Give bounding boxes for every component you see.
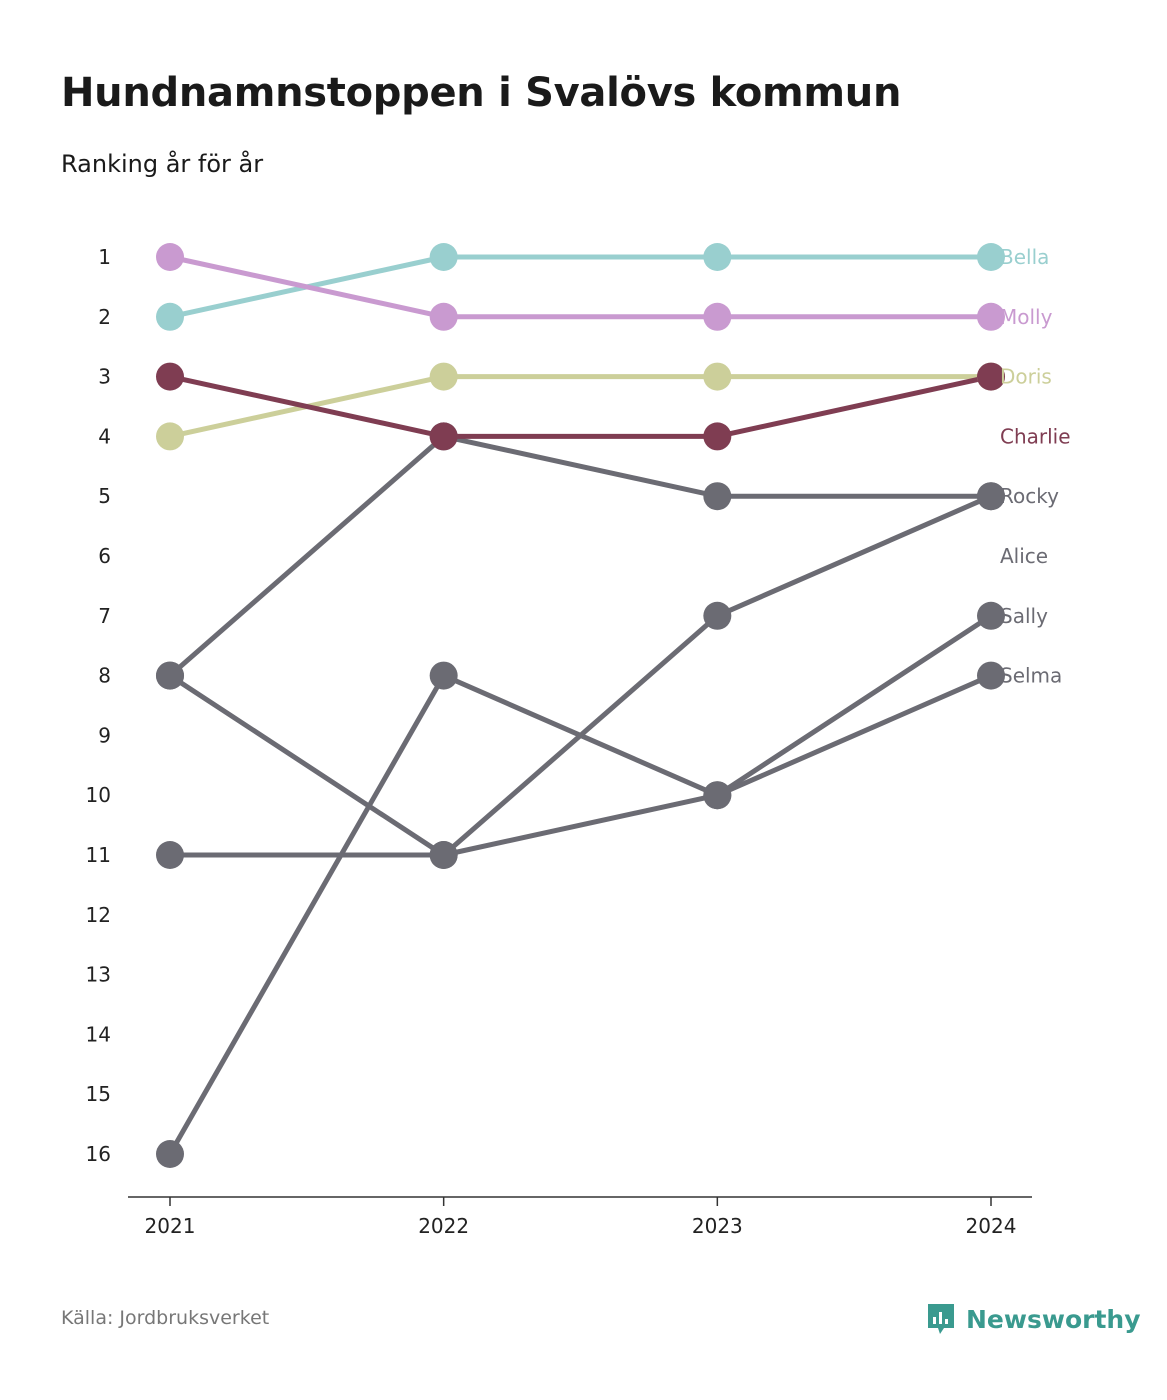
series-label-sally: Sally [1000,604,1048,628]
data-point-alice [977,601,1005,630]
y-tick-label: 6 [98,544,111,568]
y-tick-label: 2 [98,305,111,329]
chart-title: Hundnamnstoppen i Svalövs kommun [61,70,902,116]
y-tick-label: 1 [98,245,111,269]
y-tick-label: 3 [98,365,111,389]
series-label-molly: Molly [1000,305,1053,329]
series-label-rocky: Rocky [1000,484,1059,508]
data-point-molly [977,302,1005,331]
y-tick-label: 13 [86,963,111,987]
data-point-charlie [156,362,184,391]
series-labels: Bella Molly Doris Charlie Rocky Alice Sally Sel… [1000,245,1071,688]
series-line-selma [167,673,994,858]
y-tick-label: 14 [86,1022,111,1046]
data-point-doris [156,422,184,451]
data-point-molly [429,302,458,331]
series-label-selma: Selma [1000,664,1062,688]
data-point-charlie [703,422,732,451]
x-tick-label: 2024 [966,1214,1017,1238]
data-point-charlie [977,362,1005,391]
series-line-bella [167,254,994,320]
chart-subtitle: Ranking år för år [61,150,264,178]
series-line-rocky [167,433,994,679]
series-line-alice [167,613,994,1157]
series-lines [167,254,994,1157]
y-tick-label: 15 [86,1082,111,1106]
series-label-alice: Alice [1000,544,1048,568]
series-line-charlie [167,374,994,439]
x-tick-label: 2021 [145,1214,196,1238]
series-line-molly [167,254,994,320]
x-tick-label: 2023 [692,1214,743,1238]
data-point-molly [703,302,732,331]
y-tick-label: 16 [86,1142,111,1166]
data-point-bella [156,302,184,331]
data-point-bella [703,243,732,271]
data-point-doris [429,362,458,391]
data-point-charlie [429,422,458,451]
series-label-charlie: Charlie [1000,424,1071,448]
data-point-sally [156,661,184,690]
series-line-doris [167,374,994,439]
series-line-sally [167,493,994,858]
series-label-doris: Doris [1000,365,1052,389]
data-point-selma [977,661,1005,690]
brand-logo[interactable]: Newsworthy [926,1302,1141,1336]
y-tick-label: 11 [86,843,111,867]
data-point-sally [977,482,1005,511]
y-tick-label: 12 [86,903,111,927]
y-tick-label: 5 [98,484,111,508]
source-note: Källa: Jordbruksverket [61,1307,270,1329]
newsworthy-logo-icon [928,1304,954,1334]
series-label-bella: Bella [1000,245,1049,269]
data-point-bella [977,243,1005,271]
data-point-alice [156,1140,184,1168]
data-point-bella [429,243,458,271]
series-points [156,243,1005,1168]
data-point-selma [703,781,732,810]
data-point-molly [156,243,184,271]
data-point-alice [429,661,458,690]
y-tick-label: 4 [98,424,111,448]
data-point-selma [156,841,184,869]
data-point-sally [703,601,732,630]
y-tick-label: 7 [98,604,111,628]
x-axis: 2021 2022 2023 2024 [145,1197,1017,1238]
y-tick-label: 10 [86,783,111,807]
x-tick-label: 2022 [418,1214,469,1238]
y-tick-label: 9 [98,723,111,747]
y-tick-label: 8 [98,664,111,688]
brand-name: Newsworthy [966,1304,1141,1334]
data-point-doris [703,362,732,391]
data-point-rocky [703,482,732,511]
data-point-selma [429,841,458,869]
